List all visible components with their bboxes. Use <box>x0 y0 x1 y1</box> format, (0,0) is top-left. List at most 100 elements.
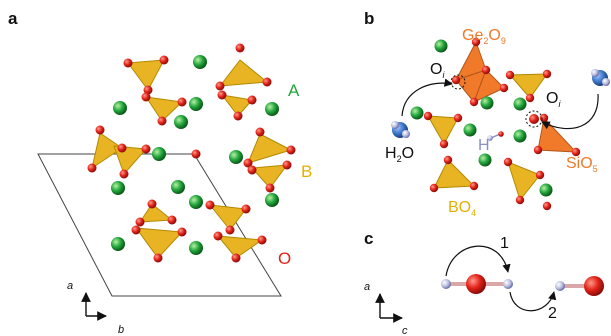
unit-cell <box>37 153 282 297</box>
tetrahedron <box>217 235 263 259</box>
oxygen-atom <box>143 85 153 95</box>
oxygen-atom <box>117 143 127 153</box>
oxygen-atom <box>443 155 453 165</box>
oxygen-atom <box>141 144 151 154</box>
tetrahedron <box>139 203 173 223</box>
oxygen-atom <box>123 58 133 68</box>
oxygen-atom <box>135 217 145 227</box>
a-site-atom <box>152 147 166 161</box>
tetrahedron <box>507 161 541 201</box>
water-molecule-right <box>591 69 610 86</box>
a-site-atom <box>174 115 188 129</box>
oxygen-atom <box>262 77 272 87</box>
panel-a-letter: a <box>8 9 18 28</box>
oxygen-atom <box>159 55 169 65</box>
oxygen-atom <box>247 165 257 175</box>
oxygen-atom <box>157 116 167 126</box>
a-site-atom <box>478 153 492 167</box>
a-site-atom <box>189 97 203 111</box>
arrow-water-to-oi-right <box>541 93 599 130</box>
oxygen-atom <box>205 200 215 210</box>
proton-chain <box>441 274 604 296</box>
oxygen-atom <box>225 225 235 235</box>
oxygen-atom <box>505 70 515 80</box>
label-sio5: SiO5 <box>566 155 598 174</box>
a-site-atom <box>265 193 279 207</box>
tetrahedron <box>221 94 253 117</box>
oxygen-atom <box>241 204 251 214</box>
ge2o9-unit <box>455 41 505 103</box>
a-site-atom <box>189 195 203 209</box>
label-B: B <box>301 162 312 181</box>
oxygen-atom <box>119 169 129 179</box>
tetrahedron <box>219 59 268 87</box>
axis-label-b: b <box>118 324 124 336</box>
axis-label-a: a <box>67 280 73 292</box>
label-oi-right: Oi <box>546 90 561 109</box>
oxygen-atom <box>469 181 479 191</box>
tetrahedron <box>209 204 247 231</box>
a-site-atom <box>111 237 125 251</box>
a-site-atom <box>410 106 424 120</box>
oxygen-atom <box>439 139 449 149</box>
oxygen-atom <box>286 145 296 155</box>
step-label-2: 2 <box>548 305 557 322</box>
oxygen-atom <box>177 227 187 237</box>
oxygen-atom <box>257 235 267 245</box>
b-oxygen-atoms <box>423 37 581 211</box>
oxygen-atom <box>571 147 581 157</box>
tetrahedron <box>509 73 548 99</box>
a-site-atom <box>265 102 279 116</box>
oxygen-atom <box>515 195 525 205</box>
oxygen-atom <box>141 92 151 102</box>
oxygen-atom <box>247 95 257 105</box>
label-A: A <box>288 81 300 100</box>
tetrahedron <box>145 96 183 122</box>
oxygen-atom <box>131 225 141 235</box>
a-site-atom <box>480 96 494 110</box>
oxygen-atom <box>265 183 275 193</box>
oxygen-atom <box>542 201 552 211</box>
hydrogen-atom <box>555 281 565 291</box>
oxygen-atom <box>542 69 552 79</box>
oxygen-atom <box>231 253 241 263</box>
oxygen-atom <box>533 145 543 155</box>
oxygen-atom <box>215 81 225 91</box>
label-ge2o9: Ge2O9 <box>462 27 506 46</box>
label-hydrogen: H <box>478 137 490 154</box>
oxygen-atom <box>481 65 491 75</box>
a-site-atom <box>171 180 185 194</box>
oxygen-atom <box>423 111 433 121</box>
tetrahedron <box>135 227 183 259</box>
axis-label-a: a <box>364 281 370 293</box>
tetrahedron <box>113 145 147 175</box>
oxygen-atom <box>584 276 604 296</box>
tetrahedron <box>427 115 459 145</box>
interstitial-oxygen-right <box>525 110 543 128</box>
oxygen-atom <box>167 215 177 225</box>
oxygen-atom <box>503 157 513 167</box>
oxygen-atom <box>499 83 509 93</box>
panel-a: a <box>8 9 312 336</box>
hydroxide-group <box>487 131 504 141</box>
a-site-atom <box>513 97 527 111</box>
oxygen-atom <box>191 149 201 159</box>
oxygen-atom <box>282 160 292 170</box>
tetrahedron <box>91 132 123 169</box>
label-O: O <box>278 249 291 268</box>
oxygen-atoms <box>87 43 296 263</box>
axes-a-b: a b <box>67 280 124 336</box>
oxygen-atom <box>451 75 461 85</box>
oxygen-atom <box>429 183 439 193</box>
a-site-atom <box>229 150 243 164</box>
label-bo4: BO4 <box>448 199 476 218</box>
oxygen-atom <box>177 97 187 107</box>
oxygen-atom <box>217 90 227 100</box>
hydrogen-atom <box>441 279 451 289</box>
a-site-atom <box>539 183 553 197</box>
label-h2o: H2O <box>385 145 414 164</box>
ge2o9-tetrahedron <box>473 69 505 103</box>
tetrahedron <box>247 133 292 164</box>
b-a-site-atoms <box>410 39 553 197</box>
